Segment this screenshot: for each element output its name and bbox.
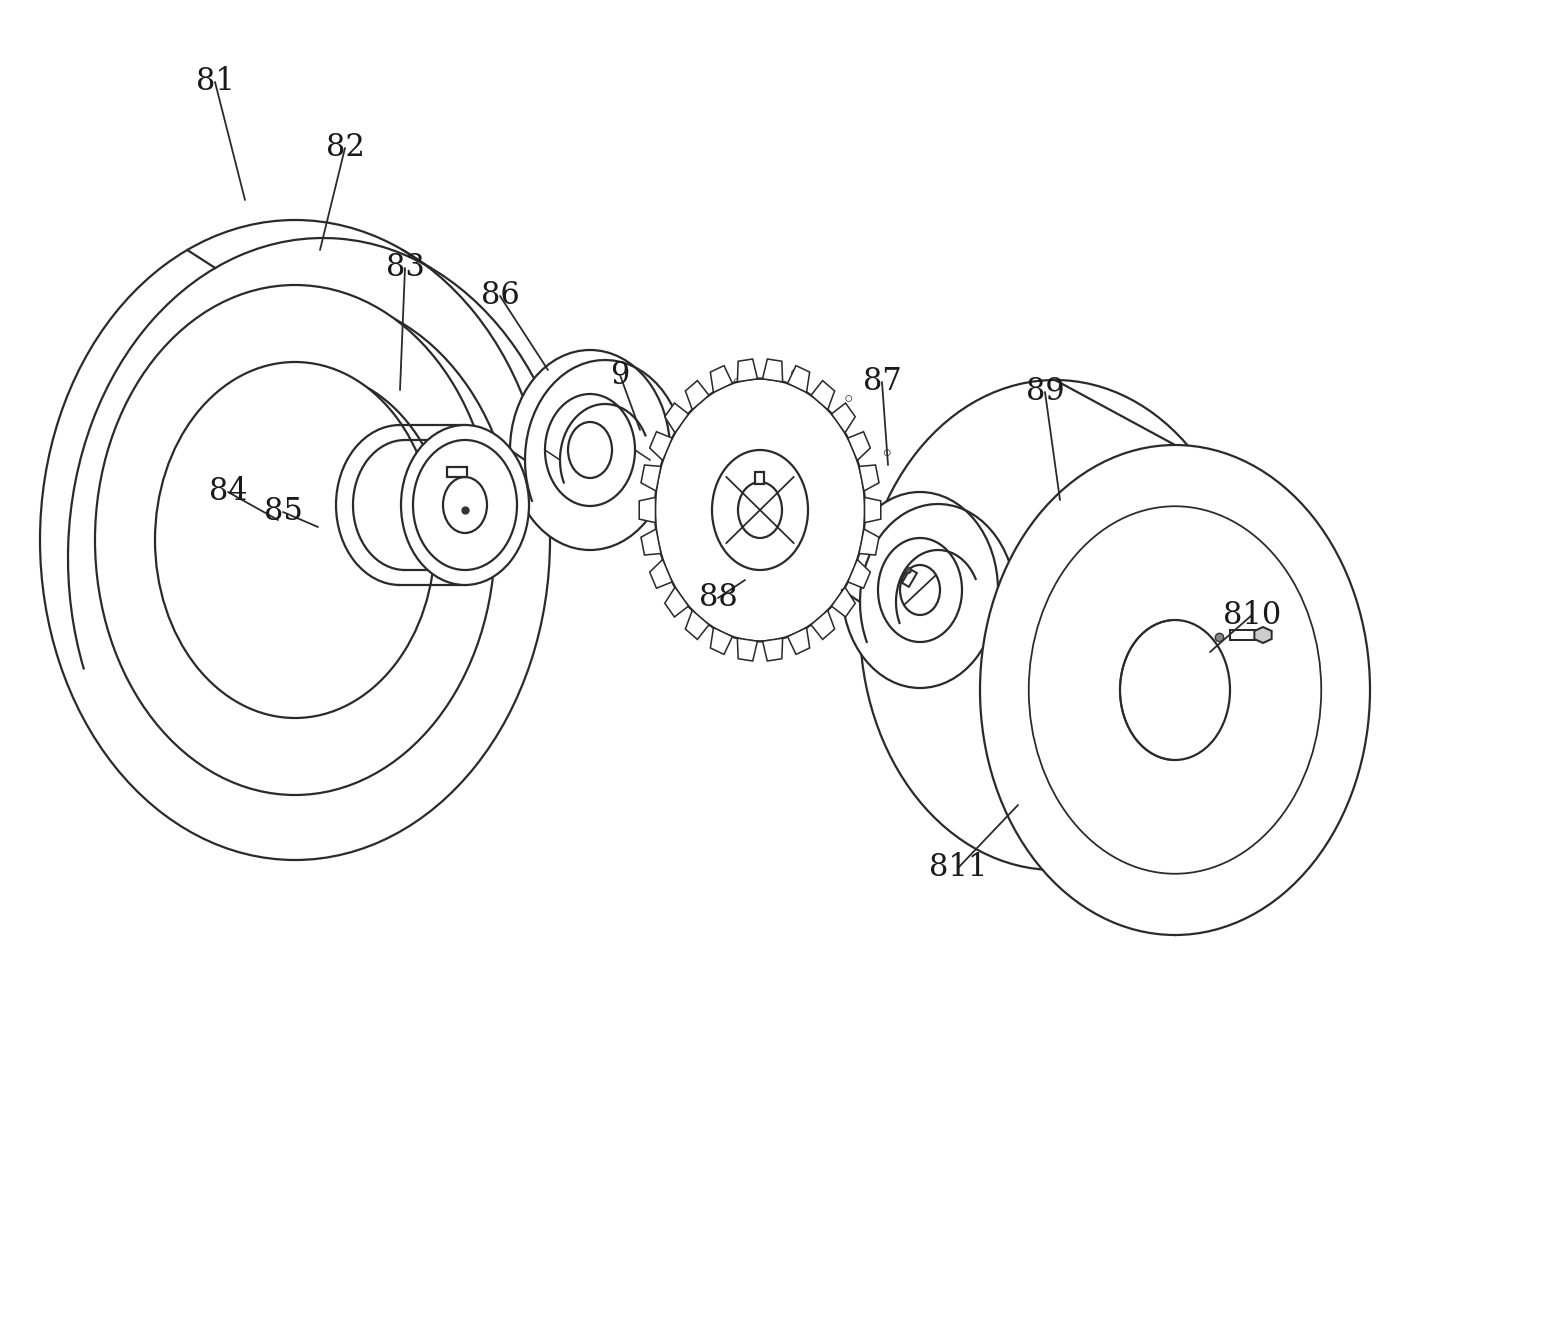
- Polygon shape: [665, 587, 688, 617]
- Ellipse shape: [155, 362, 436, 719]
- Ellipse shape: [568, 421, 612, 478]
- Polygon shape: [1255, 627, 1272, 643]
- Ellipse shape: [901, 565, 940, 616]
- Text: 87: 87: [863, 366, 901, 398]
- Ellipse shape: [860, 380, 1250, 871]
- Polygon shape: [737, 638, 757, 660]
- Ellipse shape: [443, 477, 487, 532]
- Polygon shape: [710, 627, 732, 654]
- Bar: [902, 569, 916, 587]
- Polygon shape: [859, 465, 879, 491]
- Ellipse shape: [980, 445, 1371, 935]
- Polygon shape: [788, 366, 810, 392]
- Ellipse shape: [1029, 506, 1321, 873]
- Text: 88: 88: [699, 583, 737, 613]
- Polygon shape: [710, 366, 732, 392]
- Text: 810: 810: [1222, 600, 1282, 630]
- Polygon shape: [812, 380, 835, 410]
- Ellipse shape: [414, 440, 517, 569]
- Ellipse shape: [510, 350, 670, 550]
- Bar: [1230, 630, 1258, 639]
- Bar: [756, 472, 765, 483]
- Polygon shape: [788, 627, 810, 654]
- Polygon shape: [812, 610, 835, 639]
- Polygon shape: [859, 528, 879, 555]
- Polygon shape: [848, 432, 871, 461]
- Ellipse shape: [712, 450, 809, 569]
- Ellipse shape: [95, 285, 495, 795]
- Text: 83: 83: [386, 252, 425, 284]
- Polygon shape: [642, 528, 660, 555]
- Ellipse shape: [1119, 620, 1230, 760]
- Ellipse shape: [41, 221, 549, 860]
- Polygon shape: [848, 560, 871, 588]
- Text: 89: 89: [1026, 376, 1065, 407]
- Polygon shape: [762, 359, 782, 382]
- Ellipse shape: [656, 379, 865, 641]
- Polygon shape: [737, 359, 757, 382]
- Polygon shape: [649, 432, 673, 461]
- Polygon shape: [685, 380, 709, 410]
- Ellipse shape: [841, 491, 997, 688]
- Text: 81: 81: [195, 66, 234, 98]
- Ellipse shape: [738, 482, 782, 538]
- Text: 85: 85: [264, 497, 303, 527]
- Polygon shape: [638, 497, 656, 523]
- Text: 84: 84: [209, 477, 247, 507]
- Polygon shape: [642, 465, 660, 491]
- Polygon shape: [832, 587, 855, 617]
- Ellipse shape: [656, 379, 865, 641]
- Polygon shape: [865, 497, 880, 523]
- Text: 82: 82: [326, 132, 364, 164]
- Polygon shape: [762, 638, 782, 660]
- Ellipse shape: [401, 425, 529, 585]
- Text: 86: 86: [481, 280, 520, 312]
- Text: 9: 9: [610, 359, 629, 391]
- Polygon shape: [649, 560, 673, 588]
- Text: 811: 811: [929, 852, 987, 884]
- Polygon shape: [685, 610, 709, 639]
- Ellipse shape: [545, 394, 635, 506]
- Ellipse shape: [877, 538, 962, 642]
- Polygon shape: [832, 403, 855, 433]
- Polygon shape: [665, 403, 688, 433]
- FancyBboxPatch shape: [446, 468, 467, 477]
